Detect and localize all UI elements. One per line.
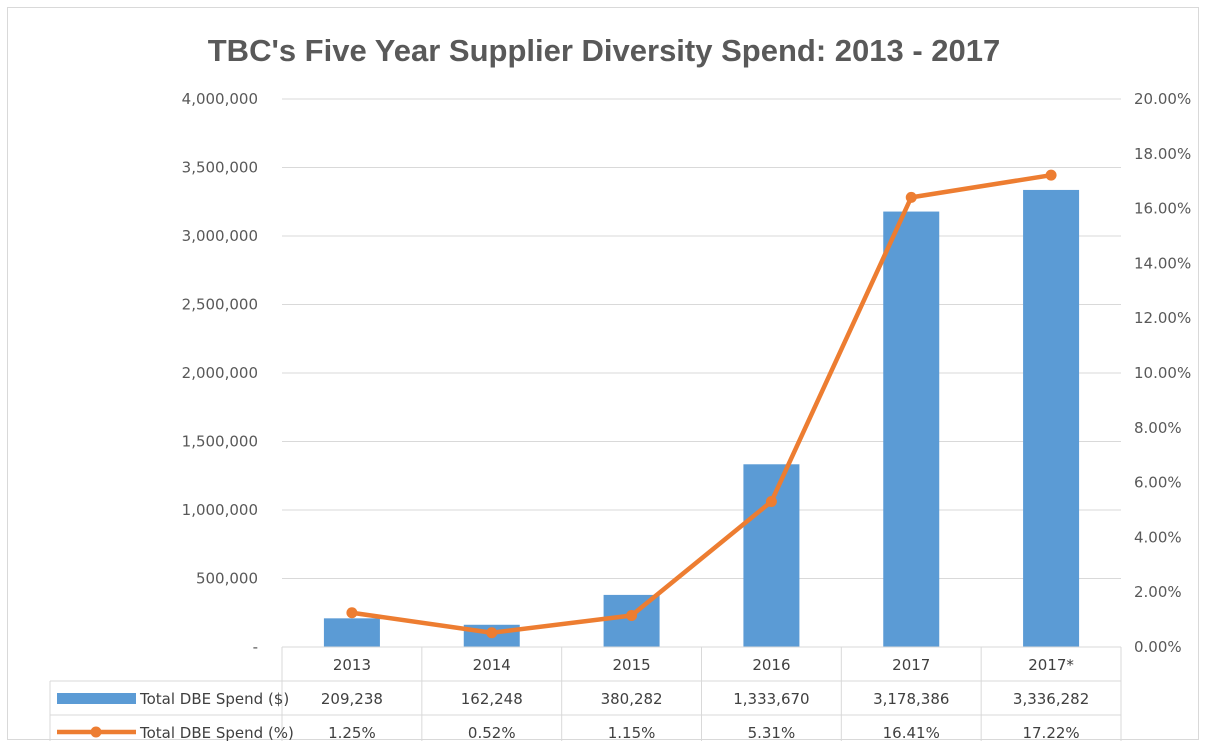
data-label: 5.31% (748, 724, 796, 741)
legend-key-bar (57, 693, 136, 704)
combo-chart: TBC's Five Year Supplier Diversity Spend… (49, 33, 1192, 741)
data-table: 2013 2014 2015 2016 2017 2017* Total DBE Spend… (49, 646, 1122, 741)
y-right-tick-label: 8.00% (1134, 419, 1182, 437)
line-series (346, 169, 1057, 639)
data-label: 17.22% (1022, 724, 1079, 741)
y-right-tick-label: 12.00% (1134, 309, 1191, 327)
y-right-tick-label: 6.00% (1134, 474, 1182, 492)
y-left-tick-label: 1,500,000 (182, 433, 258, 451)
data-label: 3,178,386 (873, 690, 949, 708)
y-left-tick-label: 2,000,000 (182, 364, 258, 382)
y-left-tick-label: 1,000,000 (182, 501, 258, 519)
data-label: 209,238 (321, 690, 383, 708)
y-right-tick-label: 14.00% (1134, 254, 1191, 272)
y-right-tick-label: 18.00% (1134, 145, 1191, 163)
x-tick-label: 2017 (892, 656, 930, 674)
y-left-tick-label: 3,000,000 (182, 227, 258, 245)
y-right-tick-label: 0.00% (1134, 638, 1182, 656)
data-label: 16.41% (883, 724, 940, 741)
data-label: 380,282 (601, 690, 663, 708)
bar (883, 211, 940, 648)
axes: - 500,000 1,000,000 1,500,000 2,000,000 2,500… (182, 90, 1192, 656)
line-point (346, 607, 358, 619)
y-right-tick-label: 2.00% (1134, 583, 1182, 601)
line-point (1045, 169, 1057, 181)
chart-title: TBC's Five Year Supplier Diversity Spend… (208, 33, 1000, 68)
bar (323, 618, 380, 647)
line-point (765, 496, 777, 508)
data-label: 1.25% (328, 724, 376, 741)
x-tick-label: 2017* (1028, 656, 1074, 674)
y-left-tick-label: 2,500,000 (182, 296, 258, 314)
legend-label: Total DBE Spend (%) (139, 724, 294, 741)
y-left-tick-label: 3,500,000 (182, 159, 258, 177)
y-right-tick-label: 20.00% (1134, 90, 1191, 108)
x-tick-label: 2013 (333, 656, 371, 674)
x-tick-label: 2015 (612, 656, 650, 674)
series-line (349, 172, 1054, 636)
x-tick-label: 2014 (473, 656, 511, 674)
gridlines (282, 98, 1121, 579)
x-tick-label: 2016 (752, 656, 790, 674)
legend-label: Total DBE Spend ($) (139, 690, 289, 708)
bar (1023, 189, 1080, 647)
data-label: 3,336,282 (1013, 690, 1089, 708)
legend-key-marker (90, 726, 102, 738)
y-right-tick-label: 16.00% (1134, 200, 1191, 218)
y-left-tick-label: 4,000,000 (182, 90, 258, 108)
y-right-tick-label: 10.00% (1134, 364, 1191, 382)
y-right-tick-label: 4.00% (1134, 528, 1182, 546)
data-label: 1.15% (608, 724, 656, 741)
line-point (486, 627, 498, 639)
y-left-tick-label: 500,000 (196, 570, 258, 588)
data-label: 1,333,670 (733, 690, 809, 708)
data-label: 0.52% (468, 724, 516, 741)
line-point (626, 609, 638, 621)
y-left-tick-label: - (253, 638, 258, 656)
data-label: 162,248 (461, 690, 523, 708)
chart-frame: TBC's Five Year Supplier Diversity Spend… (7, 7, 1199, 741)
bar (743, 464, 800, 647)
line-point (905, 191, 917, 203)
